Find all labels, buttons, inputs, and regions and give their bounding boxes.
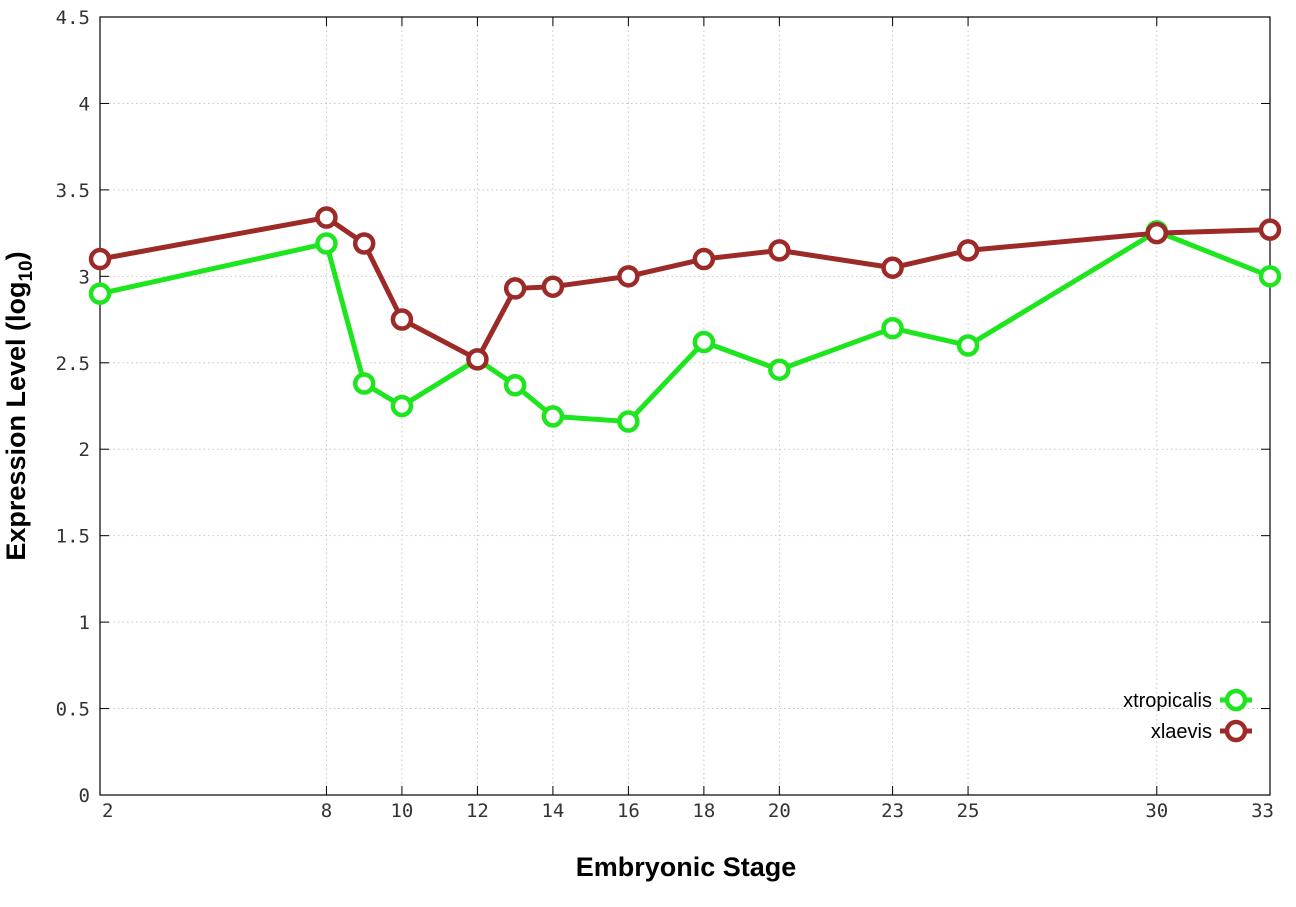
data-point-xlaevis xyxy=(1145,221,1169,245)
x-axis-title: Embryonic Stage xyxy=(576,852,797,882)
data-point-xtropicalis xyxy=(352,372,376,395)
data-point-xlaevis xyxy=(881,256,904,279)
data-point-xtropicalis xyxy=(617,410,640,433)
y-tick-label: 0 xyxy=(79,785,90,807)
y-axis-title-subscript: 10 xyxy=(16,260,37,281)
data-point-xtropicalis xyxy=(956,334,980,357)
legend: xtropicalis xlaevis xyxy=(1123,688,1252,743)
x-tick-label: 25 xyxy=(957,800,980,822)
y-tick-label: 0.5 xyxy=(56,699,90,721)
data-point-xlaevis xyxy=(768,239,791,262)
data-point-xtropicalis xyxy=(1258,265,1282,288)
plot-frame xyxy=(99,16,1271,796)
y-axis-title-main: Expression Level (log xyxy=(1,282,31,561)
y-axis-title: Expression Level (log10) xyxy=(1,251,37,560)
legend-label: xlaevis xyxy=(1151,721,1212,743)
x-tick-label: 2 xyxy=(102,800,113,822)
y-tick-label: 2.5 xyxy=(56,353,90,375)
x-tick-label: 14 xyxy=(541,800,564,822)
data-point-xtropicalis xyxy=(692,330,716,354)
y-tick-label: 1 xyxy=(79,612,90,634)
tick-layer: 0 0.5 1 1.5 2 2.5 3 3.5 4 4.5 2 8 10 12 14 16 18 20 23 25 30… xyxy=(56,7,1274,822)
data-point-xlaevis xyxy=(617,265,640,288)
x-tick-label: 10 xyxy=(390,800,413,822)
grid-layer xyxy=(100,17,1270,795)
data-point-xlaevis xyxy=(541,275,565,298)
series-layer xyxy=(88,206,1282,433)
x-tick-label: 33 xyxy=(1251,800,1274,822)
y-tick-label: 3.5 xyxy=(56,180,90,202)
y-tick-label: 4 xyxy=(79,93,90,115)
data-point-xtropicalis xyxy=(88,282,112,305)
data-point-xtropicalis xyxy=(390,394,414,418)
y-axis-title-close: ) xyxy=(1,251,31,260)
data-point-xlaevis xyxy=(1258,218,1282,241)
data-point-xtropicalis xyxy=(768,358,791,381)
y-tick-label: 2 xyxy=(79,439,90,461)
legend-label: xtropicalis xyxy=(1123,690,1212,712)
data-point-xlaevis xyxy=(88,247,112,271)
x-tick-label: 12 xyxy=(466,800,489,822)
data-point-xtropicalis xyxy=(541,405,565,428)
data-point-xlaevis xyxy=(390,308,414,331)
x-tick-label: 30 xyxy=(1145,800,1168,822)
data-point-xtropicalis xyxy=(503,374,527,397)
series-line-xtropicalis xyxy=(99,228,1271,425)
y-tick-label: 3 xyxy=(79,266,90,288)
data-point-xlaevis xyxy=(315,206,338,229)
data-point-xlaevis xyxy=(466,348,489,371)
legend-swatch-marker xyxy=(1224,719,1248,743)
data-point-xlaevis xyxy=(503,277,527,300)
y-tick-label: 1.5 xyxy=(56,526,90,548)
legend-swatch-marker xyxy=(1224,688,1248,712)
x-tick-label: 8 xyxy=(321,800,332,822)
data-point-xtropicalis xyxy=(315,232,338,255)
series-line-xlaevis xyxy=(99,215,1271,362)
x-tick-label: 18 xyxy=(692,800,715,822)
x-tick-label: 20 xyxy=(768,800,791,822)
x-tick-label: 23 xyxy=(881,800,904,822)
data-point-xlaevis xyxy=(692,247,716,271)
y-tick-label: 4.5 xyxy=(56,7,90,29)
data-point-xlaevis xyxy=(352,232,376,255)
data-point-xtropicalis xyxy=(881,316,904,340)
x-tick-label: 16 xyxy=(617,800,640,822)
data-point-xlaevis xyxy=(956,239,980,262)
